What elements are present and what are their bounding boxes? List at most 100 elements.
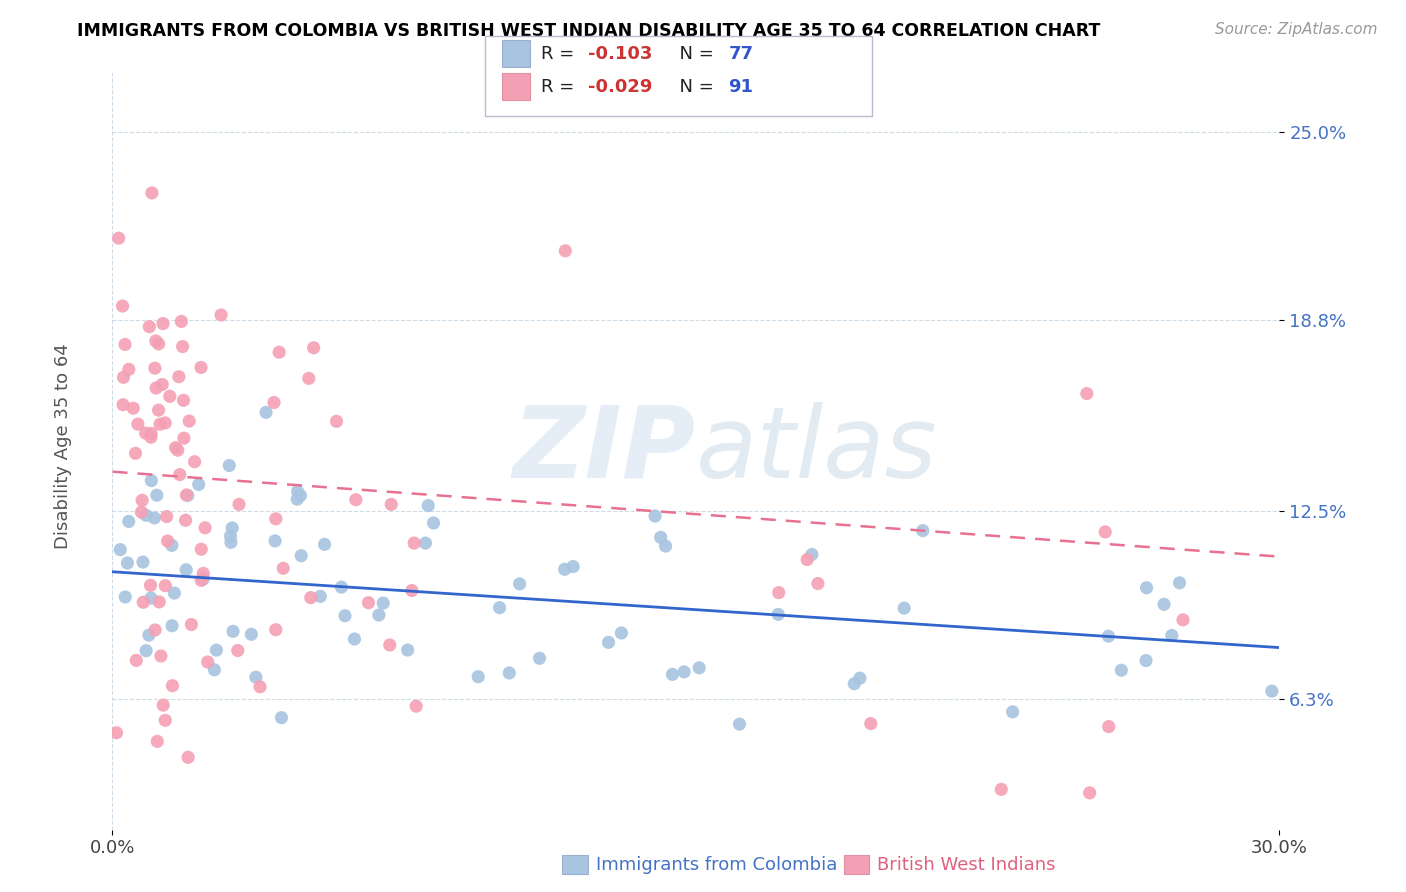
Point bbox=[179, 414, 201, 428]
Text: ZIP: ZIP bbox=[513, 402, 696, 499]
Point bbox=[190, 360, 212, 375]
Point bbox=[218, 458, 240, 473]
Point bbox=[404, 536, 426, 550]
Point bbox=[167, 369, 190, 384]
Point bbox=[357, 596, 380, 610]
Point bbox=[146, 734, 169, 748]
Point bbox=[245, 670, 267, 684]
Point bbox=[143, 361, 166, 376]
Point bbox=[135, 426, 157, 441]
Point bbox=[219, 535, 242, 549]
Text: Source: ZipAtlas.com: Source: ZipAtlas.com bbox=[1215, 22, 1378, 37]
Point bbox=[1097, 629, 1119, 643]
Point bbox=[170, 314, 193, 328]
Point bbox=[768, 585, 790, 599]
Point bbox=[893, 601, 915, 615]
Point bbox=[172, 340, 194, 354]
Point bbox=[139, 430, 162, 444]
Text: IMMIGRANTS FROM COLOMBIA VS BRITISH WEST INDIAN DISABILITY AGE 35 TO 64 CORRELAT: IMMIGRANTS FROM COLOMBIA VS BRITISH WEST… bbox=[77, 22, 1101, 40]
Point bbox=[149, 417, 172, 432]
Point bbox=[162, 679, 184, 693]
Point bbox=[177, 750, 200, 764]
Point bbox=[131, 493, 153, 508]
Point bbox=[209, 308, 232, 322]
Point bbox=[194, 521, 217, 535]
Point bbox=[138, 319, 160, 334]
Point bbox=[290, 549, 312, 563]
Point bbox=[132, 555, 155, 569]
Point bbox=[141, 474, 163, 488]
Point bbox=[1171, 613, 1194, 627]
Point bbox=[796, 552, 818, 566]
Point bbox=[190, 542, 212, 557]
Point bbox=[132, 595, 155, 609]
Point bbox=[226, 643, 249, 657]
Point bbox=[654, 539, 676, 553]
Text: 91: 91 bbox=[728, 78, 754, 95]
Point bbox=[197, 655, 219, 669]
Point bbox=[205, 643, 228, 657]
Point bbox=[422, 516, 444, 530]
Point bbox=[125, 653, 148, 667]
Point bbox=[467, 670, 489, 684]
Point bbox=[287, 484, 309, 499]
Text: atlas: atlas bbox=[696, 402, 938, 499]
Point bbox=[156, 533, 179, 548]
Point bbox=[174, 513, 197, 527]
Text: Disability Age 35 to 64: Disability Age 35 to 64 bbox=[55, 343, 72, 549]
Text: -0.029: -0.029 bbox=[588, 78, 652, 95]
Point bbox=[343, 632, 366, 646]
Point bbox=[1261, 684, 1284, 698]
Point bbox=[148, 595, 170, 609]
Text: 77: 77 bbox=[728, 45, 754, 62]
Point bbox=[141, 186, 163, 200]
Point bbox=[155, 714, 177, 728]
Point bbox=[169, 467, 191, 482]
Point bbox=[844, 676, 866, 690]
Point bbox=[1160, 628, 1182, 642]
Point bbox=[554, 562, 576, 576]
Point bbox=[190, 574, 212, 588]
Point bbox=[156, 509, 179, 524]
Point bbox=[145, 334, 167, 348]
Point bbox=[367, 607, 389, 622]
Point bbox=[401, 583, 423, 598]
Point bbox=[302, 341, 325, 355]
Point bbox=[378, 638, 401, 652]
Point bbox=[264, 512, 287, 526]
Point bbox=[299, 591, 322, 605]
Point bbox=[173, 393, 195, 408]
Point bbox=[139, 591, 162, 605]
Point bbox=[498, 665, 520, 680]
Point bbox=[380, 497, 402, 511]
Point bbox=[800, 548, 823, 562]
Text: N =: N = bbox=[668, 78, 720, 95]
Text: R =: R = bbox=[541, 45, 581, 62]
Point bbox=[1153, 597, 1175, 611]
Point bbox=[562, 559, 585, 574]
Point bbox=[1078, 786, 1101, 800]
Point bbox=[263, 395, 285, 409]
Point bbox=[146, 488, 169, 502]
Point bbox=[1168, 575, 1191, 590]
Point bbox=[122, 401, 145, 416]
Point bbox=[373, 596, 395, 610]
Point bbox=[509, 577, 531, 591]
Point bbox=[325, 414, 347, 428]
Point bbox=[859, 716, 882, 731]
Point bbox=[269, 345, 291, 359]
Point bbox=[160, 538, 183, 552]
Point bbox=[180, 617, 202, 632]
Point bbox=[148, 403, 170, 417]
Point bbox=[221, 521, 243, 535]
Point bbox=[264, 623, 287, 637]
Point bbox=[330, 580, 353, 594]
Text: Immigrants from Colombia: Immigrants from Colombia bbox=[596, 856, 838, 874]
Point bbox=[270, 711, 292, 725]
Point bbox=[240, 627, 263, 641]
Point bbox=[254, 405, 277, 419]
Point bbox=[114, 337, 136, 351]
Point bbox=[990, 782, 1012, 797]
Point bbox=[163, 586, 186, 600]
Point bbox=[415, 536, 437, 550]
